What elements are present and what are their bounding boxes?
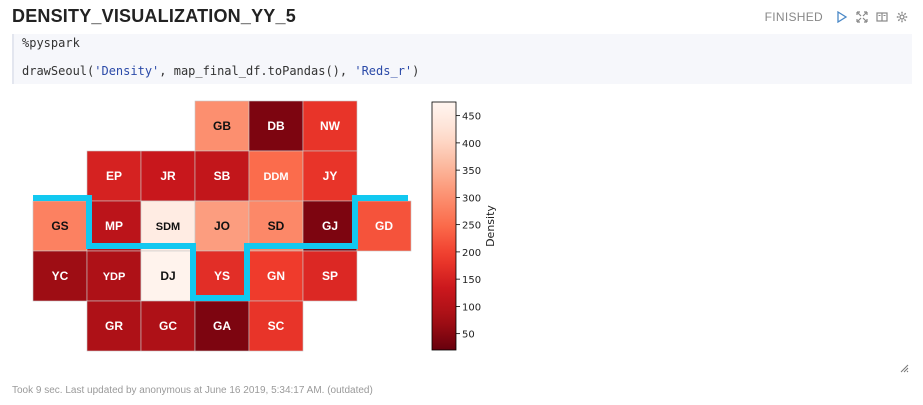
river-boundary xyxy=(33,195,408,301)
district-label-sp: SP xyxy=(322,269,338,283)
district-label-yc: YC xyxy=(52,269,69,283)
paragraph-footer: Took 9 sec. Last updated by anonymous at… xyxy=(12,385,373,396)
colorbar-tick-label: 250 xyxy=(462,221,481,232)
district-cell-ep xyxy=(86,150,142,202)
district-cell-gb xyxy=(194,100,250,152)
district-label-ga: GA xyxy=(213,319,231,333)
district-label-mp: MP xyxy=(105,219,123,233)
district-cell-ys xyxy=(194,250,250,302)
district-label-gn: GN xyxy=(267,269,285,283)
status-label: FINISHED xyxy=(764,10,823,24)
district-cell-sd xyxy=(248,200,304,252)
code-fn: drawSeoul( xyxy=(22,64,95,78)
code-close: ) xyxy=(412,64,420,78)
code-args: , map_final_df.toPandas(), xyxy=(159,64,355,78)
district-label-gc: GC xyxy=(159,319,177,333)
district-label-gr: GR xyxy=(105,319,123,333)
settings-icon[interactable] xyxy=(895,10,909,24)
han-river-line xyxy=(33,195,408,301)
district-label-ys: YS xyxy=(214,269,230,283)
district-label-nw: NW xyxy=(320,119,341,133)
colorbar-tick-label: 450 xyxy=(462,112,481,123)
paragraph-toolbar: FINISHED xyxy=(765,10,909,24)
code-line-1: %pyspark xyxy=(22,36,80,50)
colorbar-tick-label: 100 xyxy=(462,302,481,313)
district-cell-gd xyxy=(356,200,412,252)
density-heatmap: GB DB NW EP JR SB DDM JY GS MP SDM JO SD GJ GD YC YDP DJ Y… xyxy=(32,100,497,352)
district-label-gb: GB xyxy=(213,119,231,133)
colorbar-gradient xyxy=(431,101,457,351)
district-label-sd: SD xyxy=(268,219,285,233)
resize-handle-icon[interactable] xyxy=(899,363,909,373)
district-cell-mp xyxy=(86,200,142,252)
district-cell-gc xyxy=(140,300,196,352)
district-label-gj: GJ xyxy=(322,219,338,233)
district-label-sb: SB xyxy=(214,169,231,183)
colorbar-tick-label: 400 xyxy=(462,139,481,150)
paragraph-title[interactable]: DENSITY_VISUALIZATION_YY_5 xyxy=(12,6,296,26)
run-icon[interactable] xyxy=(835,10,849,24)
district-label-gd: GD xyxy=(375,219,393,233)
colorbar-tick-label: 300 xyxy=(462,193,481,204)
colorbar-tick-label: 350 xyxy=(462,166,481,177)
district-cell-nw xyxy=(302,100,358,152)
book-icon[interactable] xyxy=(875,10,889,24)
district-cell-yc xyxy=(32,250,88,302)
district-cell-jr xyxy=(140,150,196,202)
district-cell-dj xyxy=(140,250,196,302)
district-cell-sc xyxy=(248,300,304,352)
district-label-dj: DJ xyxy=(160,269,175,283)
code-editor[interactable]: %pyspark drawSeoul('Density', map_final_… xyxy=(12,34,912,84)
code-string-arg1: 'Density' xyxy=(94,64,160,78)
code-string-arg2: 'Reds_r' xyxy=(354,64,413,78)
district-cell-sdm xyxy=(140,200,196,252)
expand-icon[interactable] xyxy=(855,10,869,24)
colorbar: 50 100 150 200 250 300 350 400 450 Density xyxy=(431,101,497,351)
district-cell-gj xyxy=(302,200,358,252)
heatmap-cells: GB DB NW EP JR SB DDM JY GS MP SDM JO SD GJ GD YC YDP DJ Y… xyxy=(32,100,412,352)
district-label-gs: GS xyxy=(51,219,68,233)
district-label-sc: SC xyxy=(268,319,285,333)
district-label-db: DB xyxy=(267,119,285,133)
colorbar-tick-label: 150 xyxy=(462,275,481,286)
colorbar-tick-label: 200 xyxy=(462,248,481,259)
code-line-2: drawSeoul('Density', map_final_df.toPand… xyxy=(22,64,419,78)
district-label-jy: JY xyxy=(323,169,338,183)
district-label-ydp: YDP xyxy=(103,271,126,283)
district-cell-sp xyxy=(302,250,358,302)
colorbar-label: Density xyxy=(484,205,497,247)
district-label-jo: JO xyxy=(214,219,230,233)
district-label-ddm: DDM xyxy=(263,171,288,183)
district-label-ep: EP xyxy=(106,169,122,183)
colorbar-tick-label: 50 xyxy=(462,330,475,341)
district-cell-ddm xyxy=(248,150,304,202)
district-label-sdm: SDM xyxy=(156,221,180,233)
district-label-jr: JR xyxy=(160,169,176,183)
